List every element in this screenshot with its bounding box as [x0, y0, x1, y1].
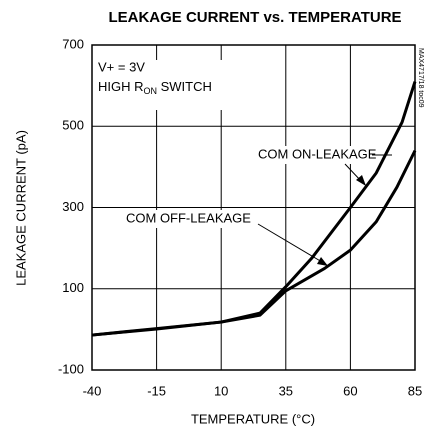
arrow-head — [317, 257, 328, 266]
series-label: COM ON-LEAKAGE — [258, 146, 377, 161]
annotation: V+ = 3V — [98, 59, 145, 74]
figure-code: MAX4717/18 toc09 — [417, 48, 424, 108]
y-tick-label: 300 — [62, 199, 84, 214]
x-tick-label: 10 — [214, 383, 228, 398]
y-tick-label: 700 — [62, 36, 84, 51]
y-tick-label: 100 — [62, 280, 84, 295]
x-axis-label: TEMPERATURE (°C) — [191, 411, 315, 426]
label-bg — [123, 210, 259, 228]
arrow-head — [356, 175, 366, 186]
y-axis-label: LEAKAGE CURRENT (pA) — [13, 130, 28, 286]
chart-title: LEAKAGE CURRENT vs. TEMPERATURE — [108, 9, 401, 26]
data-line — [91, 81, 417, 337]
x-tick-label: 85 — [408, 383, 422, 398]
data-line — [91, 149, 417, 337]
x-tick-label: 35 — [279, 383, 293, 398]
annotation-part: HIGH R — [98, 79, 144, 94]
annotation-bg — [94, 60, 234, 110]
annotation-part: SWITCH — [157, 79, 212, 94]
x-tick-label: -40 — [83, 383, 102, 398]
annotation: HIGH RON SWITCH — [98, 79, 212, 96]
label-bg — [255, 146, 371, 164]
x-tick-label: 60 — [343, 383, 357, 398]
leader-line — [257, 223, 323, 263]
x-tick-label: -15 — [147, 383, 166, 398]
y-tick-label: 500 — [62, 118, 84, 133]
y-tick-label: -100 — [58, 361, 84, 376]
annotation-sub: ON — [144, 86, 158, 96]
series-label: COM OFF-LEAKAGE — [126, 210, 251, 225]
